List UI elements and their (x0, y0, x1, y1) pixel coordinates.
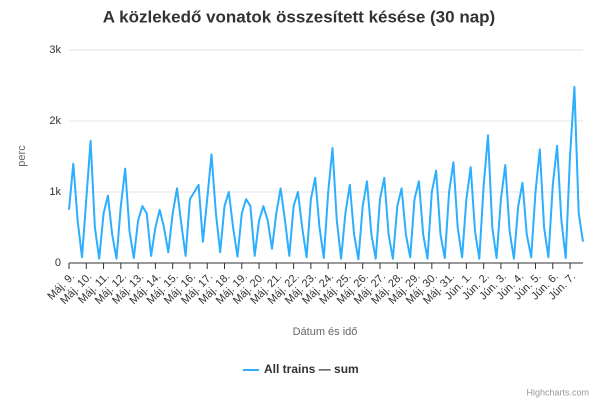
y-tick-label: 0 (55, 257, 61, 269)
y-tick-label: 1k (49, 186, 61, 198)
y-axis-title: perc (16, 145, 28, 167)
x-axis-title: Dátum és idő (293, 326, 358, 338)
y-tick-label: 2k (49, 115, 61, 127)
y-tick-label: 3k (49, 44, 61, 56)
series-line (68, 85, 584, 261)
legend-label: All trains — sum (264, 362, 359, 376)
chart-title: A közlekedő vonatok összesített késése (… (103, 7, 495, 26)
credits: Highcharts.com (526, 387, 589, 397)
